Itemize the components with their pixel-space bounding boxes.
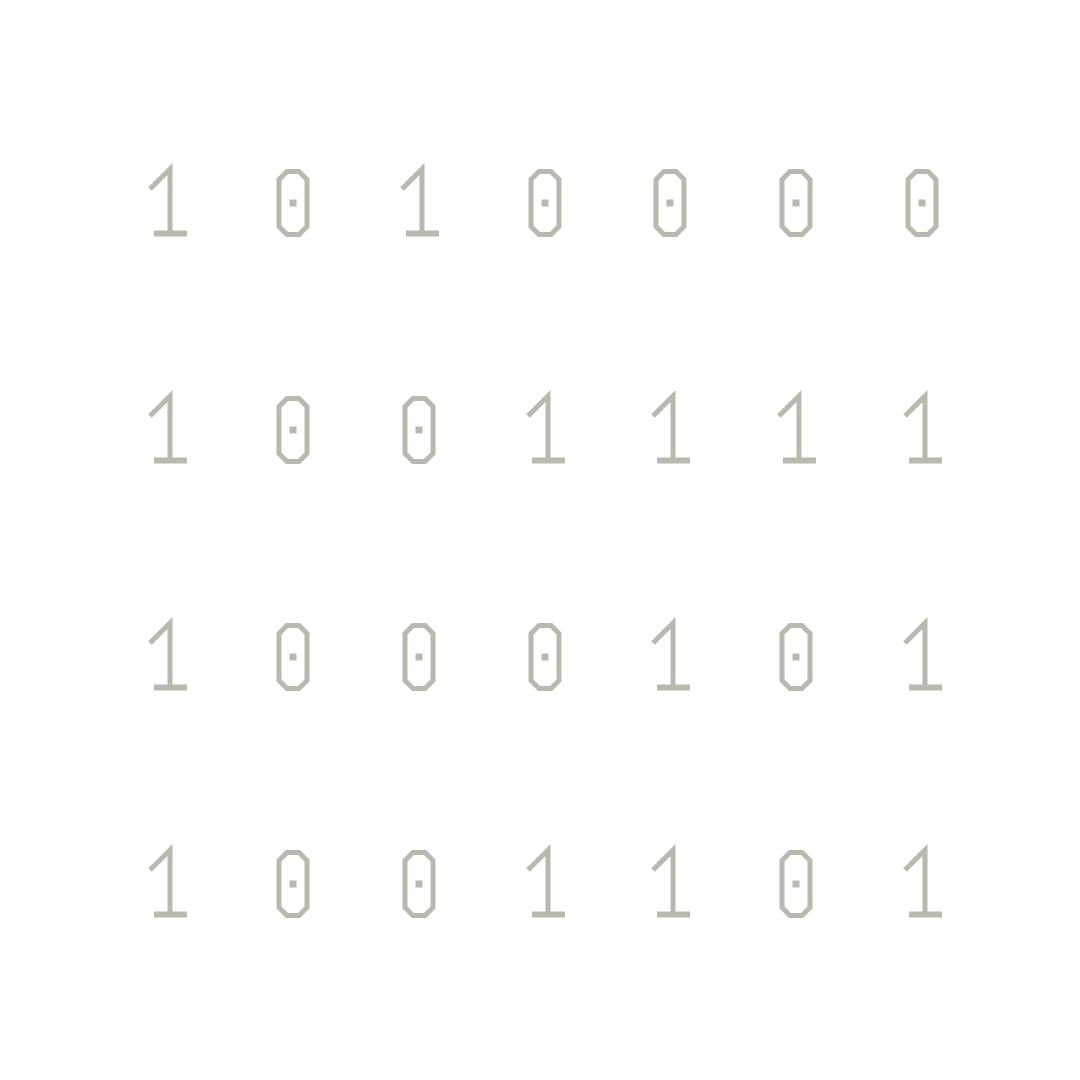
svg-text:0: 0	[651, 162, 652, 164]
svg-text:1: 1	[903, 616, 904, 618]
svg-text:1: 1	[903, 843, 904, 845]
svg-text:1: 1	[148, 843, 149, 845]
digit-zero: 0	[397, 616, 457, 706]
digit-one: 1	[648, 616, 708, 706]
svg-text:0: 0	[400, 616, 401, 618]
svg-text:0: 0	[274, 389, 275, 391]
digit-zero: 0	[774, 616, 834, 706]
svg-text:1: 1	[400, 162, 401, 164]
svg-text:1: 1	[651, 389, 652, 391]
digit-row: 1 0 0 1 1 1 1	[0, 389, 1080, 479]
svg-text:1: 1	[526, 843, 527, 845]
svg-text:0: 0	[274, 843, 275, 845]
svg-text:1: 1	[651, 843, 652, 845]
digit-one: 1	[900, 616, 960, 706]
svg-text:0: 0	[777, 616, 778, 618]
svg-text:0: 0	[400, 389, 401, 391]
digit-zero: 0	[271, 616, 331, 706]
digit-zero: 0	[648, 162, 708, 252]
svg-text:1: 1	[526, 389, 527, 391]
digit-row: 1 0 1 0 0 0 0	[0, 162, 1080, 252]
digit-one: 1	[900, 389, 960, 479]
svg-text:0: 0	[274, 616, 275, 618]
digit-zero: 0	[271, 162, 331, 252]
digit-one: 1	[523, 843, 583, 933]
digit-one: 1	[145, 843, 205, 933]
svg-text:0: 0	[400, 843, 401, 845]
digit-one: 1	[523, 389, 583, 479]
digit-zero: 0	[271, 843, 331, 933]
digit-one: 1	[900, 843, 960, 933]
digit-zero: 0	[774, 843, 834, 933]
digit-zero: 0	[397, 389, 457, 479]
svg-text:0: 0	[777, 162, 778, 164]
digit-one: 1	[648, 843, 708, 933]
svg-text:0: 0	[903, 162, 904, 164]
digit-zero: 0	[523, 162, 583, 252]
digit-one: 1	[648, 389, 708, 479]
digit-one: 1	[774, 389, 834, 479]
digit-zero: 0	[523, 616, 583, 706]
digit-row: 1 0 0 1 1 0 1	[0, 843, 1080, 933]
digit-row: 1 0 0 0 1 0 1	[0, 616, 1080, 706]
svg-text:0: 0	[274, 162, 275, 164]
digit-zero: 0	[271, 389, 331, 479]
digit-one: 1	[145, 616, 205, 706]
svg-text:1: 1	[148, 389, 149, 391]
digit-zero: 0	[900, 162, 960, 252]
digit-one: 1	[145, 389, 205, 479]
digit-one: 1	[397, 162, 457, 252]
svg-text:1: 1	[148, 162, 149, 164]
svg-text:1: 1	[903, 389, 904, 391]
svg-text:1: 1	[148, 616, 149, 618]
svg-text:1: 1	[777, 389, 778, 391]
svg-text:1: 1	[651, 616, 652, 618]
svg-text:0: 0	[777, 843, 778, 845]
svg-text:0: 0	[526, 616, 527, 618]
svg-text:0: 0	[526, 162, 527, 164]
digit-zero: 0	[397, 843, 457, 933]
digit-zero: 0	[774, 162, 834, 252]
digit-one: 1	[145, 162, 205, 252]
